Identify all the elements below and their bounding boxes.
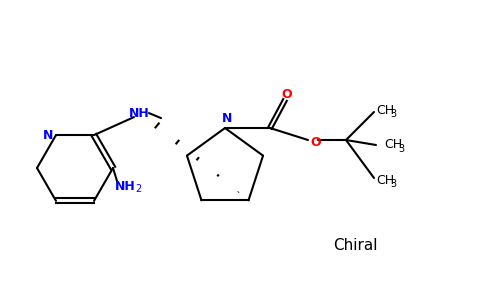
Text: N: N xyxy=(222,112,232,125)
Text: NH: NH xyxy=(129,106,150,120)
Text: 3: 3 xyxy=(390,179,396,189)
Text: 3: 3 xyxy=(398,144,404,154)
Text: 2: 2 xyxy=(135,184,141,194)
Text: 3: 3 xyxy=(390,109,396,119)
Text: N: N xyxy=(43,129,53,142)
Text: O: O xyxy=(282,88,292,101)
Text: NH: NH xyxy=(115,179,136,193)
Text: Chiral: Chiral xyxy=(333,238,378,253)
Text: CH: CH xyxy=(376,103,394,116)
Text: CH: CH xyxy=(376,173,394,187)
Text: CH: CH xyxy=(384,139,402,152)
Text: O: O xyxy=(310,136,320,148)
